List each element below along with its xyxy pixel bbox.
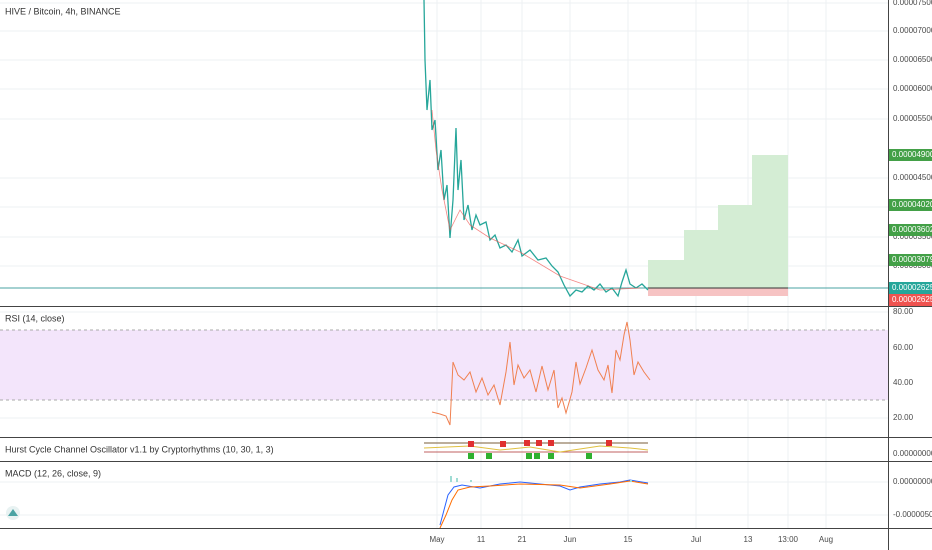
rsi-label: 80.00	[893, 307, 914, 316]
logo-mark	[8, 509, 18, 516]
macd-signal	[439, 480, 649, 529]
price-tag-label: 0.00004900	[892, 150, 932, 159]
time-label: 11	[477, 535, 486, 544]
hurst-signals	[468, 440, 612, 459]
price-tag-label: 0.00002625	[892, 283, 932, 292]
pane-title: RSI (14, close)	[5, 313, 65, 323]
price-label: 0.00005500	[893, 114, 932, 123]
price-tag-label: 0.00003079	[892, 255, 932, 264]
price-label: 0.00006000	[893, 84, 932, 93]
price-label: 0.00004500	[893, 173, 932, 182]
price-tag-label: 0.00003602	[892, 225, 932, 234]
time-label: 15	[624, 535, 633, 544]
price-tag	[889, 294, 932, 306]
time-label: 13	[744, 535, 753, 544]
macd-label: -0.00000500	[893, 510, 932, 519]
hurst-label: 0.00000000	[893, 449, 932, 458]
price-tag	[889, 149, 932, 161]
macd-histogram	[450, 476, 632, 482]
price-label: 0.00003500	[893, 232, 932, 241]
time-label: Jun	[564, 535, 577, 544]
hurst-line	[423, 445, 649, 453]
price-tag	[889, 224, 932, 236]
target-box	[752, 155, 788, 205]
price-tag	[889, 282, 932, 294]
price-label: 0.00007000	[893, 26, 932, 35]
price-label: 0.00006500	[893, 55, 932, 64]
price-candles-down	[431, 109, 641, 291]
price-tag	[889, 199, 932, 211]
target-box	[648, 260, 788, 288]
price-tag	[889, 254, 932, 266]
pane-title: MACD (12, 26, close, 9)	[5, 468, 101, 478]
price-tag-label: 0.00002625	[892, 295, 932, 304]
macd-label: 0.00000000	[893, 477, 932, 486]
time-label: Jul	[691, 535, 701, 544]
price-tag-label: 0.00004020	[892, 200, 932, 209]
stop-box	[648, 288, 788, 296]
target-box	[718, 205, 788, 230]
time-label: 13:00	[778, 535, 799, 544]
rsi-label: 40.00	[893, 378, 914, 387]
rsi-band	[0, 330, 888, 400]
rsi-line	[431, 321, 651, 426]
target-box	[684, 230, 788, 260]
time-label: May	[429, 535, 444, 544]
time-label: 21	[518, 535, 527, 544]
time-label: Aug	[819, 535, 833, 544]
rsi-label: 60.00	[893, 343, 914, 352]
macd-line	[439, 479, 649, 526]
pane-title: HIVE / Bitcoin, 4h, BINANCE	[5, 6, 121, 16]
pane-title: Hurst Cycle Channel Oscillator v1.1 by C…	[5, 444, 274, 454]
rsi-label: 20.00	[893, 413, 914, 422]
price-label: 0.00007500	[893, 0, 932, 7]
